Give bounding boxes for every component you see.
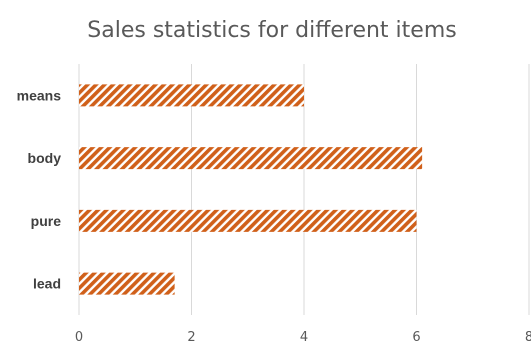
category-label: lead xyxy=(33,276,61,292)
bars xyxy=(79,84,423,295)
chart-title: Sales statistics for different items xyxy=(87,18,456,43)
x-tick-label: 8 xyxy=(525,330,531,345)
category-label: means xyxy=(17,87,62,103)
category-label: pure xyxy=(31,213,62,229)
x-tick-label: 0 xyxy=(75,330,83,345)
x-axis-tick-labels: 0 2 4 6 8 xyxy=(75,330,531,345)
bar-means xyxy=(79,84,304,107)
x-tick-label: 6 xyxy=(412,330,420,345)
category-labels: means body pure lead xyxy=(17,87,62,291)
x-tick-label: 4 xyxy=(300,330,308,345)
bar-lead xyxy=(79,272,175,295)
bar-body xyxy=(79,147,423,170)
x-tick-label: 2 xyxy=(187,330,195,345)
bar-pure xyxy=(79,209,417,232)
category-label: body xyxy=(28,150,62,166)
